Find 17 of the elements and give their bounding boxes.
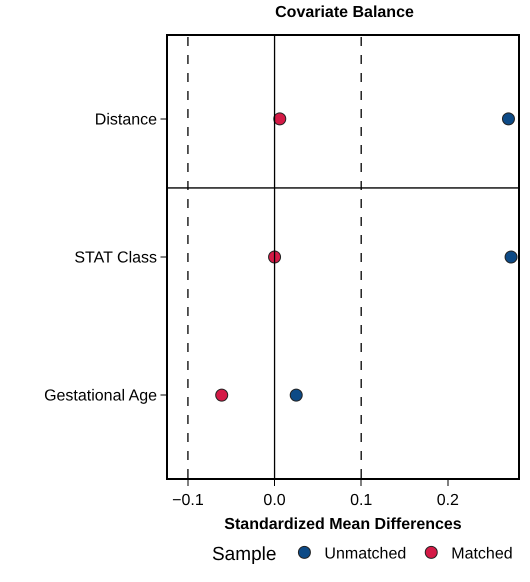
x-tick-label: −0.1 bbox=[172, 492, 204, 509]
point bbox=[290, 388, 303, 402]
x-tick-label: 0.2 bbox=[436, 492, 460, 509]
legend-label: Unmatched bbox=[324, 546, 406, 563]
legend-label: Matched bbox=[451, 546, 513, 563]
point bbox=[273, 112, 286, 126]
x-axis-title: Standardized Mean Differences bbox=[224, 516, 462, 534]
point bbox=[215, 388, 228, 402]
y-tick-label: Distance bbox=[94, 111, 158, 128]
x-tick-label: 0.0 bbox=[263, 492, 286, 509]
x-tick-label: 0.1 bbox=[350, 492, 372, 509]
y-tick-label: STAT Class bbox=[74, 250, 158, 267]
chart-title: Covariate Balance bbox=[275, 4, 414, 22]
legend-title: Sample bbox=[212, 544, 276, 566]
y-tick-label: Gestational Age bbox=[44, 388, 158, 405]
point bbox=[504, 250, 518, 264]
point bbox=[502, 112, 515, 126]
